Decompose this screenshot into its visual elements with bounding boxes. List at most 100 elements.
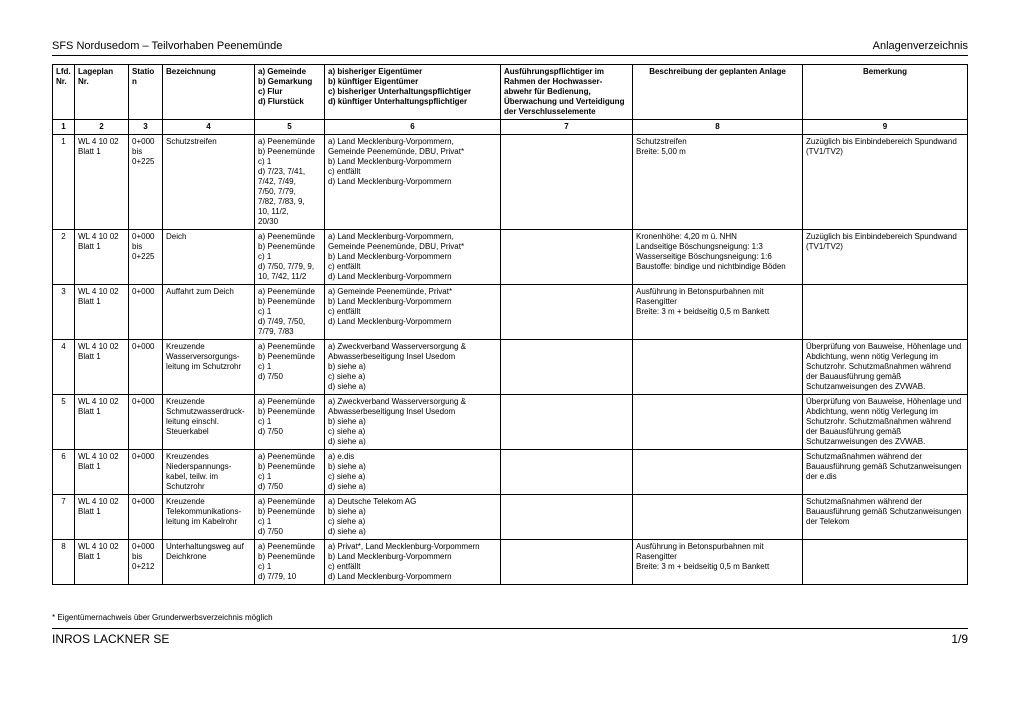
- col-header-7: Ausführungspflichtiger im Rahmen der Hoc…: [501, 65, 633, 120]
- cell-ausf: [501, 395, 633, 450]
- cell-gemeinde: a) Peenemünde b) Peenemünde c) 1 d) 7/50: [255, 395, 325, 450]
- cell-lageplan: WL 4 10 02 Blatt 1: [75, 495, 129, 540]
- numcell: 4: [163, 120, 255, 135]
- table-body: 1WL 4 10 02 Blatt 10+000 bis 0+225Schutz…: [53, 135, 968, 585]
- cell-gemeinde: a) Peenemünde b) Peenemünde c) 1 d) 7/50: [255, 495, 325, 540]
- cell-bem: Überprüfung von Bauweise, Höhenlage und …: [803, 395, 968, 450]
- header-right: Anlagenverzeichnis: [873, 40, 968, 52]
- cell-ausf: [501, 230, 633, 285]
- cell-station: 0+000: [129, 495, 163, 540]
- cell-station: 0+000: [129, 450, 163, 495]
- page-container: SFS Nordusedom – Teilvorhaben Peenemünde…: [0, 0, 1020, 720]
- cell-eigent: a) Land Mecklenburg-Vorpommern, Gemeinde…: [325, 230, 501, 285]
- cell-lageplan: WL 4 10 02 Blatt 1: [75, 230, 129, 285]
- cell-eigent: a) Zweckverband Wasserversorgung & Abwas…: [325, 340, 501, 395]
- table-row: 2WL 4 10 02 Blatt 10+000 bis 0+225Deicha…: [53, 230, 968, 285]
- cell-gemeinde: a) Peenemünde b) Peenemünde c) 1 d) 7/49…: [255, 285, 325, 340]
- cell-ausf: [501, 450, 633, 495]
- numcell: 5: [255, 120, 325, 135]
- cell-gemeinde: a) Peenemünde b) Peenemünde c) 1 d) 7/50…: [255, 230, 325, 285]
- cell-bem: Schutzmaßnahmen während der Bauausführun…: [803, 495, 968, 540]
- header-left: SFS Nordusedom – Teilvorhaben Peenemünde: [52, 40, 282, 52]
- numcell: 3: [129, 120, 163, 135]
- cell-bez: Kreuzendes Niederspannungs-kabel, teilw.…: [163, 450, 255, 495]
- col-header-9: Bemerkung: [803, 65, 968, 120]
- numcell: 1: [53, 120, 75, 135]
- footer-right: 1/9: [951, 632, 968, 646]
- cell-beschr: Kronenhöhe: 4,20 m ü. NHN Landseitige Bö…: [633, 230, 803, 285]
- table-row: 6WL 4 10 02 Blatt 10+000Kreuzendes Niede…: [53, 450, 968, 495]
- cell-bem: [803, 285, 968, 340]
- cell-bez: Kreuzende Schmutzwasserdruck-leitung ein…: [163, 395, 255, 450]
- cell-beschr: [633, 450, 803, 495]
- cell-station: 0+000 bis 0+225: [129, 230, 163, 285]
- cell-lageplan: WL 4 10 02 Blatt 1: [75, 135, 129, 230]
- cell-station: 0+000 bis 0+212: [129, 540, 163, 585]
- cell-gemeinde: a) Peenemünde b) Peenemünde c) 1 d) 7/50: [255, 340, 325, 395]
- col-header-8: Beschreibung der geplanten Anlage: [633, 65, 803, 120]
- cell-bez: Auffahrt zum Deich: [163, 285, 255, 340]
- footnote: * Eigentümernachweis über Grunderwerbsve…: [52, 613, 968, 622]
- cell-beschr: [633, 395, 803, 450]
- col-header-2: Lageplan Nr.: [75, 65, 129, 120]
- numcell: 6: [325, 120, 501, 135]
- cell-lageplan: WL 4 10 02 Blatt 1: [75, 340, 129, 395]
- cell-beschr: Schutzstreifen Breite: 5,00 m: [633, 135, 803, 230]
- cell-ausf: [501, 285, 633, 340]
- cell-ausf: [501, 540, 633, 585]
- table-header-row: Lfd. Nr. Lageplan Nr. Station Bezeichnun…: [53, 65, 968, 120]
- col-header-3: Station: [129, 65, 163, 120]
- cell-station: 0+000: [129, 340, 163, 395]
- cell-bez: Kreuzende Wasserversorgungs-leitung im S…: [163, 340, 255, 395]
- cell-bem: Zuzüglich bis Einbindebereich Spundwand …: [803, 135, 968, 230]
- table-row: 3WL 4 10 02 Blatt 10+000Auffahrt zum Dei…: [53, 285, 968, 340]
- cell-bem: [803, 540, 968, 585]
- cell-eigent: a) Gemeinde Peenemünde, Privat* b) Land …: [325, 285, 501, 340]
- cell-lageplan: WL 4 10 02 Blatt 1: [75, 285, 129, 340]
- cell-eigent: a) Land Mecklenburg-Vorpommern, Gemeinde…: [325, 135, 501, 230]
- table-number-row: 1 2 3 4 5 6 7 8 9: [53, 120, 968, 135]
- col-header-4: Bezeichnung: [163, 65, 255, 120]
- cell-eigent: a) e.dis b) siehe a) c) siehe a) d) sieh…: [325, 450, 501, 495]
- cell-n: 2: [53, 230, 75, 285]
- cell-gemeinde: a) Peenemünde b) Peenemünde c) 1 d) 7/79…: [255, 540, 325, 585]
- page-footer: INROS LACKNER SE 1/9: [52, 628, 968, 646]
- col-header-6: a) bisheriger Eigentümer b) künftiger Ei…: [325, 65, 501, 120]
- cell-lageplan: WL 4 10 02 Blatt 1: [75, 450, 129, 495]
- cell-n: 4: [53, 340, 75, 395]
- table-row: 1WL 4 10 02 Blatt 10+000 bis 0+225Schutz…: [53, 135, 968, 230]
- main-table: Lfd. Nr. Lageplan Nr. Station Bezeichnun…: [52, 64, 968, 585]
- cell-n: 5: [53, 395, 75, 450]
- cell-eigent: a) Deutsche Telekom AG b) siehe a) c) si…: [325, 495, 501, 540]
- cell-station: 0+000: [129, 395, 163, 450]
- cell-bez: Schutzstreifen: [163, 135, 255, 230]
- cell-bem: Schutzmaßnahmen während der Bauausführun…: [803, 450, 968, 495]
- col-header-1: Lfd. Nr.: [53, 65, 75, 120]
- cell-beschr: Ausführung in Betonspurbahnen mit Raseng…: [633, 285, 803, 340]
- numcell: 9: [803, 120, 968, 135]
- cell-n: 7: [53, 495, 75, 540]
- cell-bez: Deich: [163, 230, 255, 285]
- cell-n: 8: [53, 540, 75, 585]
- cell-beschr: Ausführung in Betonspurbahnen mit Raseng…: [633, 540, 803, 585]
- cell-ausf: [501, 340, 633, 395]
- cell-lageplan: WL 4 10 02 Blatt 1: [75, 395, 129, 450]
- cell-n: 1: [53, 135, 75, 230]
- cell-beschr: [633, 495, 803, 540]
- col-header-5: a) Gemeinde b) Gemarkung c) Flur d) Flur…: [255, 65, 325, 120]
- page-header: SFS Nordusedom – Teilvorhaben Peenemünde…: [52, 40, 968, 56]
- cell-ausf: [501, 135, 633, 230]
- cell-lageplan: WL 4 10 02 Blatt 1: [75, 540, 129, 585]
- numcell: 8: [633, 120, 803, 135]
- table-row: 4WL 4 10 02 Blatt 10+000Kreuzende Wasser…: [53, 340, 968, 395]
- cell-beschr: [633, 340, 803, 395]
- cell-n: 3: [53, 285, 75, 340]
- cell-eigent: a) Zweckverband Wasserversorgung & Abwas…: [325, 395, 501, 450]
- cell-bem: Zuzüglich bis Einbindebereich Spundwand …: [803, 230, 968, 285]
- cell-eigent: a) Privat*, Land Mecklenburg-Vorpommern …: [325, 540, 501, 585]
- cell-bez: Unterhaltungsweg auf Deichkrone: [163, 540, 255, 585]
- footer-left: INROS LACKNER SE: [52, 632, 169, 646]
- cell-n: 6: [53, 450, 75, 495]
- cell-gemeinde: a) Peenemünde b) Peenemünde c) 1 d) 7/50: [255, 450, 325, 495]
- cell-station: 0+000: [129, 285, 163, 340]
